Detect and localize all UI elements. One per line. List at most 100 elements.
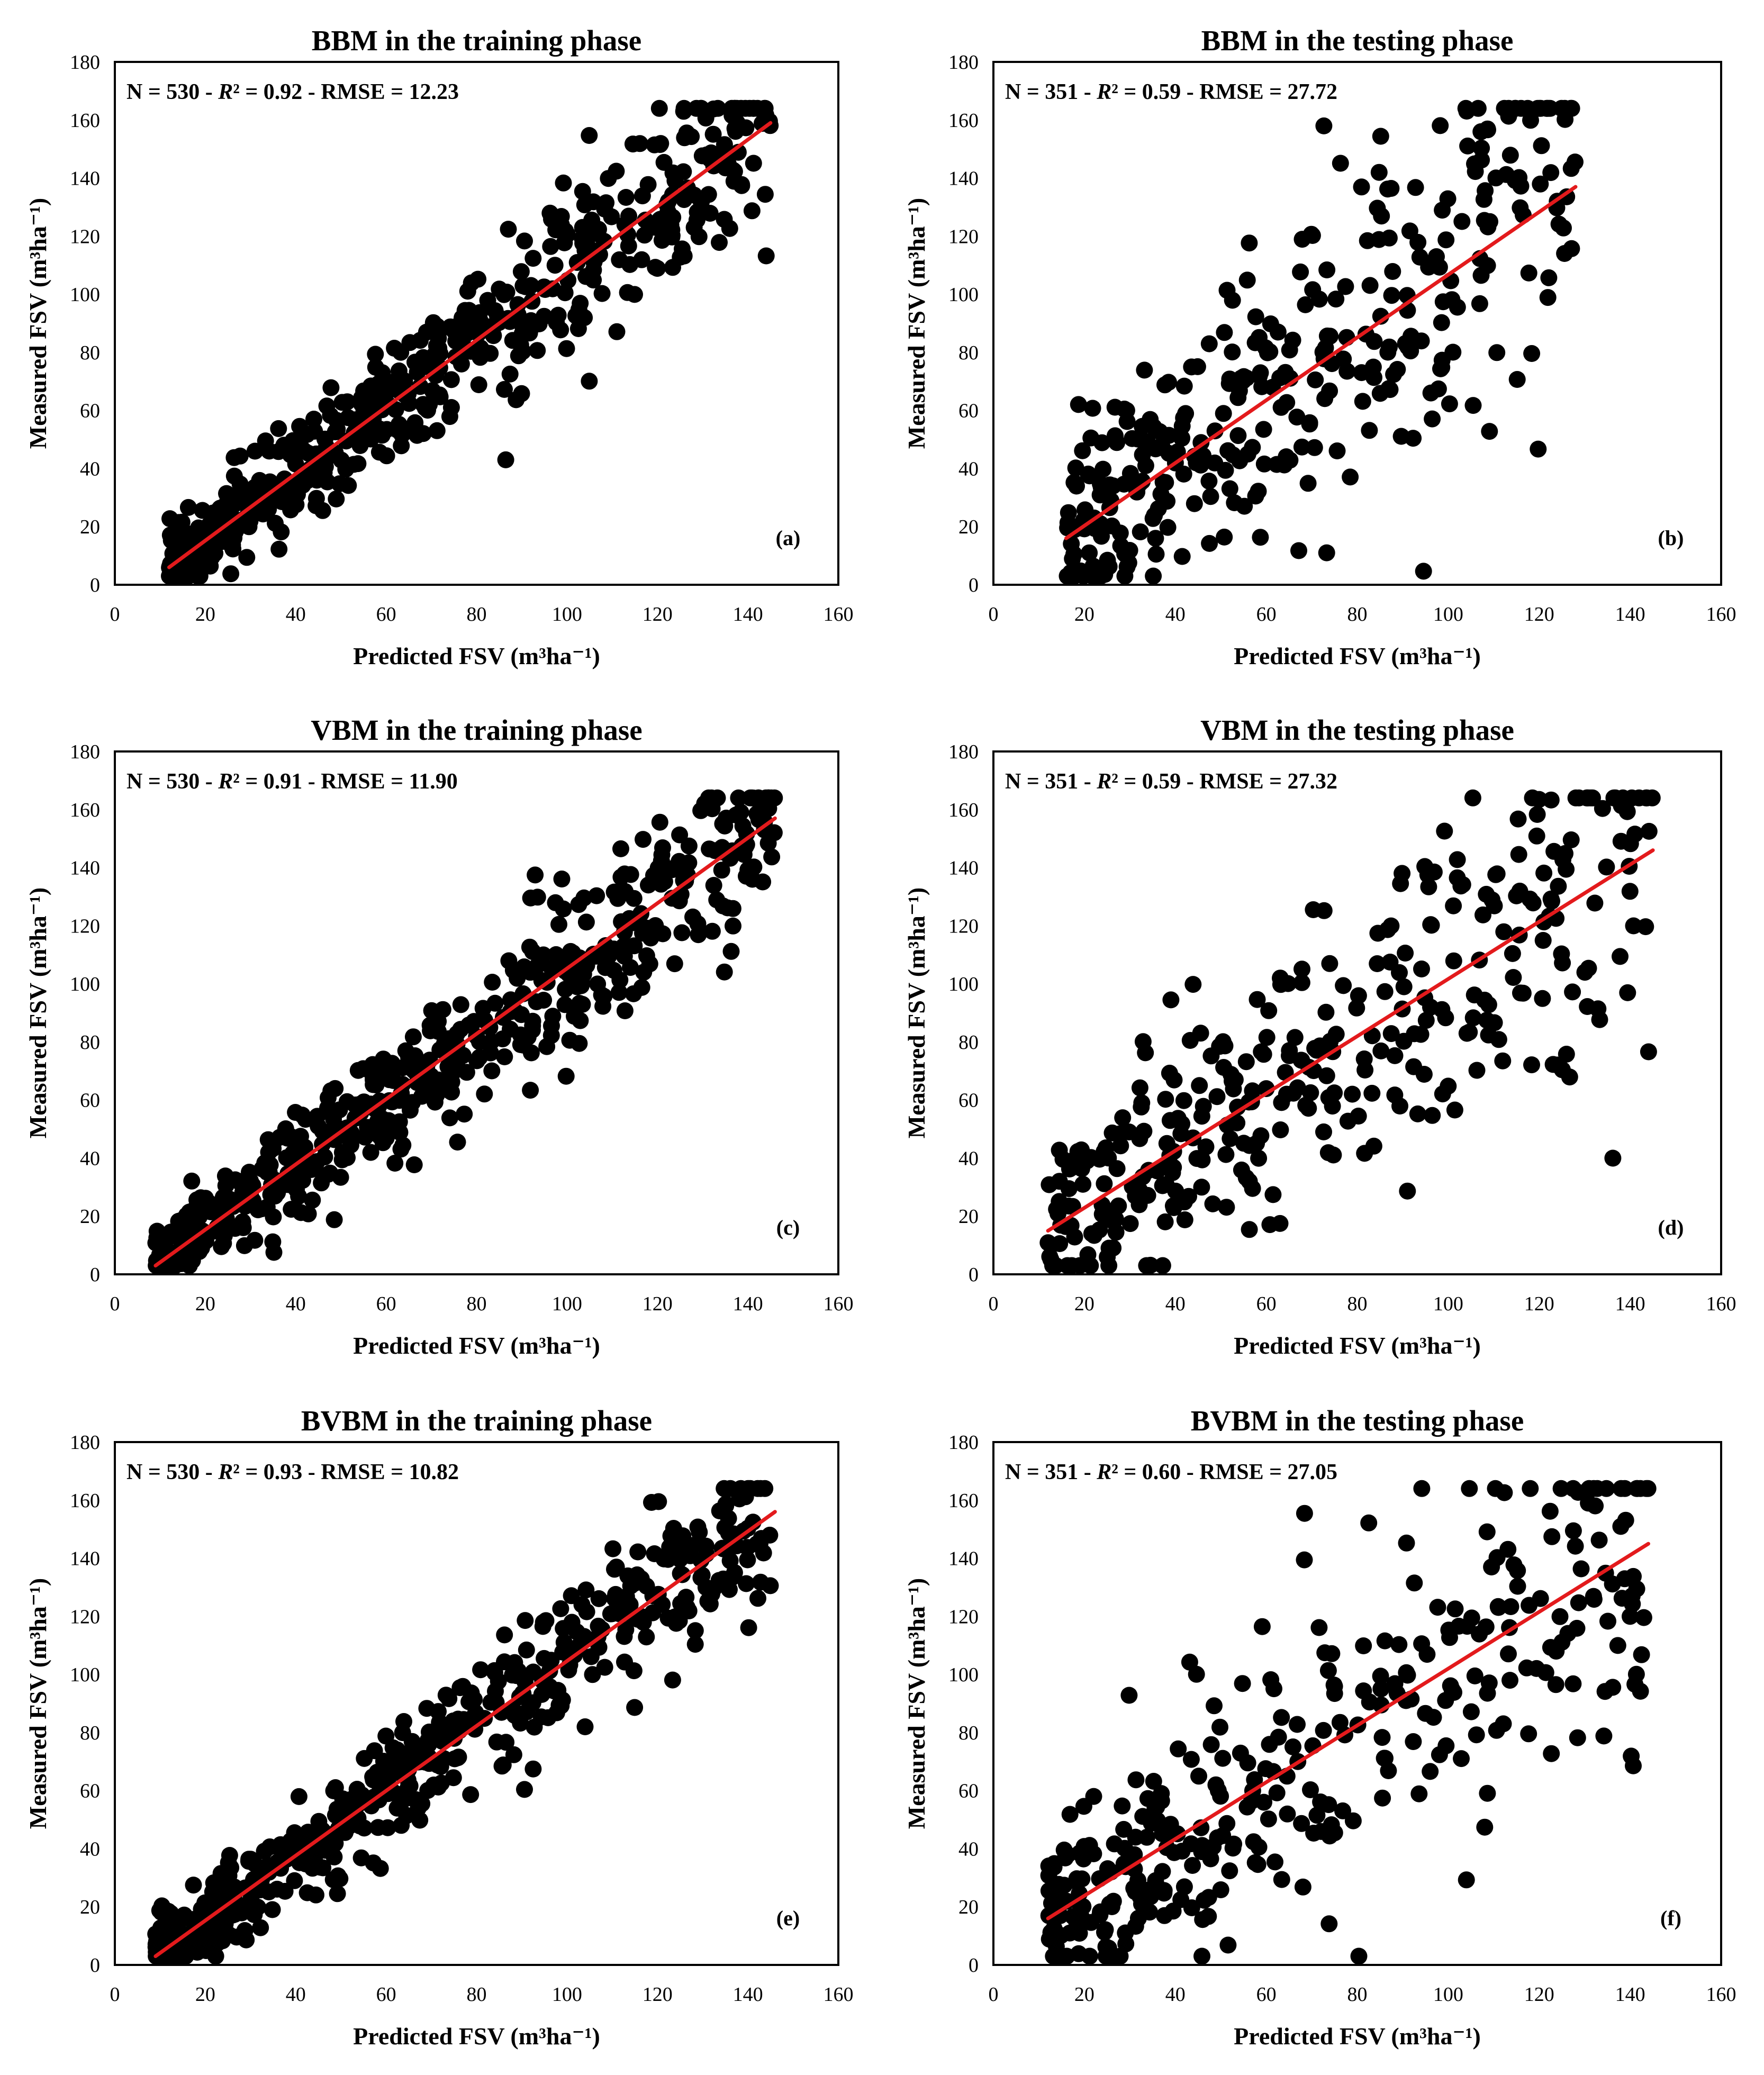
data-point — [1424, 410, 1441, 428]
stats-annotation: N = 351 - R² = 0.59 - RMSE = 27.72 — [1005, 80, 1337, 104]
x-tick-label: 160 — [1706, 1983, 1736, 2006]
data-point — [1445, 952, 1462, 969]
data-point — [726, 1564, 743, 1581]
y-tick-label: 180 — [948, 51, 979, 74]
data-point — [543, 960, 560, 977]
data-point — [527, 866, 544, 884]
data-point — [432, 1075, 449, 1092]
y-axis-label: Measured FSV (m³ha⁻¹) — [24, 198, 51, 449]
data-point — [1580, 959, 1597, 977]
data-point — [1175, 1092, 1192, 1109]
data-point — [1085, 1227, 1103, 1244]
x-tick-label: 120 — [1524, 603, 1554, 626]
data-point — [1281, 1047, 1298, 1064]
data-point — [762, 1577, 779, 1594]
y-tick-label: 100 — [70, 973, 100, 995]
data-point — [1132, 523, 1149, 540]
data-point — [672, 248, 689, 266]
data-point — [706, 842, 723, 859]
data-point — [1494, 1052, 1512, 1070]
data-point — [557, 1067, 575, 1085]
data-point — [1542, 1639, 1559, 1656]
data-point — [270, 420, 287, 437]
data-point — [1222, 1130, 1239, 1147]
data-point — [1326, 1824, 1343, 1842]
data-point — [1297, 296, 1314, 313]
data-point — [500, 221, 517, 238]
y-tick-label: 100 — [70, 1664, 100, 1686]
data-point — [1225, 1080, 1242, 1098]
data-point — [379, 1819, 396, 1836]
data-point — [1258, 1029, 1275, 1046]
data-point — [1105, 1892, 1122, 1910]
data-point — [1202, 488, 1219, 505]
x-tick-label: 100 — [1433, 603, 1463, 626]
data-point — [476, 1085, 493, 1103]
data-point — [1518, 1659, 1535, 1677]
data-point — [1279, 1805, 1296, 1823]
data-point — [1138, 1828, 1155, 1846]
data-point — [1155, 1884, 1173, 1902]
data-point — [686, 1636, 704, 1653]
data-point — [739, 1551, 756, 1569]
data-point — [1120, 1687, 1138, 1704]
data-point — [1236, 497, 1253, 515]
data-point — [1079, 1246, 1097, 1263]
y-tick-label: 40 — [80, 1838, 100, 1860]
data-point — [1324, 1098, 1341, 1115]
data-point — [1071, 1925, 1088, 1942]
data-point — [1189, 358, 1206, 375]
data-point — [1331, 1714, 1349, 1731]
data-point — [179, 499, 197, 516]
scatter-panel-a: BBM in the training phase 0 20 40 60 80 100 120… — [24, 24, 854, 669]
data-point — [622, 1577, 639, 1594]
data-point — [1374, 1789, 1391, 1807]
data-point — [456, 1106, 473, 1123]
data-point — [1288, 409, 1306, 426]
data-point — [1154, 1177, 1171, 1194]
data-point — [478, 344, 495, 361]
data-point — [1486, 897, 1503, 914]
data-point — [355, 402, 373, 419]
data-point — [349, 1062, 367, 1079]
data-point — [287, 1104, 304, 1121]
data-point — [483, 1062, 501, 1080]
data-point — [1299, 475, 1317, 492]
data-point — [404, 1028, 422, 1046]
data-point — [560, 1661, 577, 1679]
data-point — [279, 1165, 297, 1182]
y-tick-label: 120 — [948, 225, 979, 248]
data-point — [629, 1543, 647, 1561]
data-point — [1267, 1853, 1283, 1871]
data-point — [1131, 1130, 1148, 1147]
data-point — [418, 1700, 436, 1717]
data-point — [1262, 315, 1279, 332]
data-point — [1173, 430, 1191, 447]
data-point — [1490, 1599, 1507, 1616]
data-point — [234, 1213, 251, 1230]
y-tick-label: 60 — [958, 1090, 979, 1112]
data-point — [1047, 1876, 1065, 1893]
data-point — [1462, 1703, 1480, 1720]
data-point — [1471, 295, 1488, 312]
y-tick-label: 60 — [80, 1780, 100, 1802]
x-tick-label: 80 — [1347, 1293, 1368, 1315]
data-point — [663, 227, 681, 244]
data-point — [1237, 1169, 1255, 1186]
data-point — [496, 1626, 513, 1644]
data-point — [1510, 846, 1527, 863]
data-point — [220, 1854, 237, 1871]
data-point — [1121, 1215, 1139, 1233]
data-point — [1252, 529, 1269, 546]
data-point — [1520, 1725, 1537, 1743]
data-point — [486, 994, 504, 1012]
data-point — [1165, 1199, 1182, 1216]
data-point — [1372, 1680, 1390, 1698]
data-point — [1477, 182, 1494, 200]
data-point — [1296, 1505, 1313, 1522]
data-point — [1074, 1175, 1092, 1193]
regression-line — [1046, 848, 1655, 1233]
data-point — [1481, 423, 1498, 440]
data-point — [635, 831, 652, 848]
data-points — [147, 789, 783, 1274]
